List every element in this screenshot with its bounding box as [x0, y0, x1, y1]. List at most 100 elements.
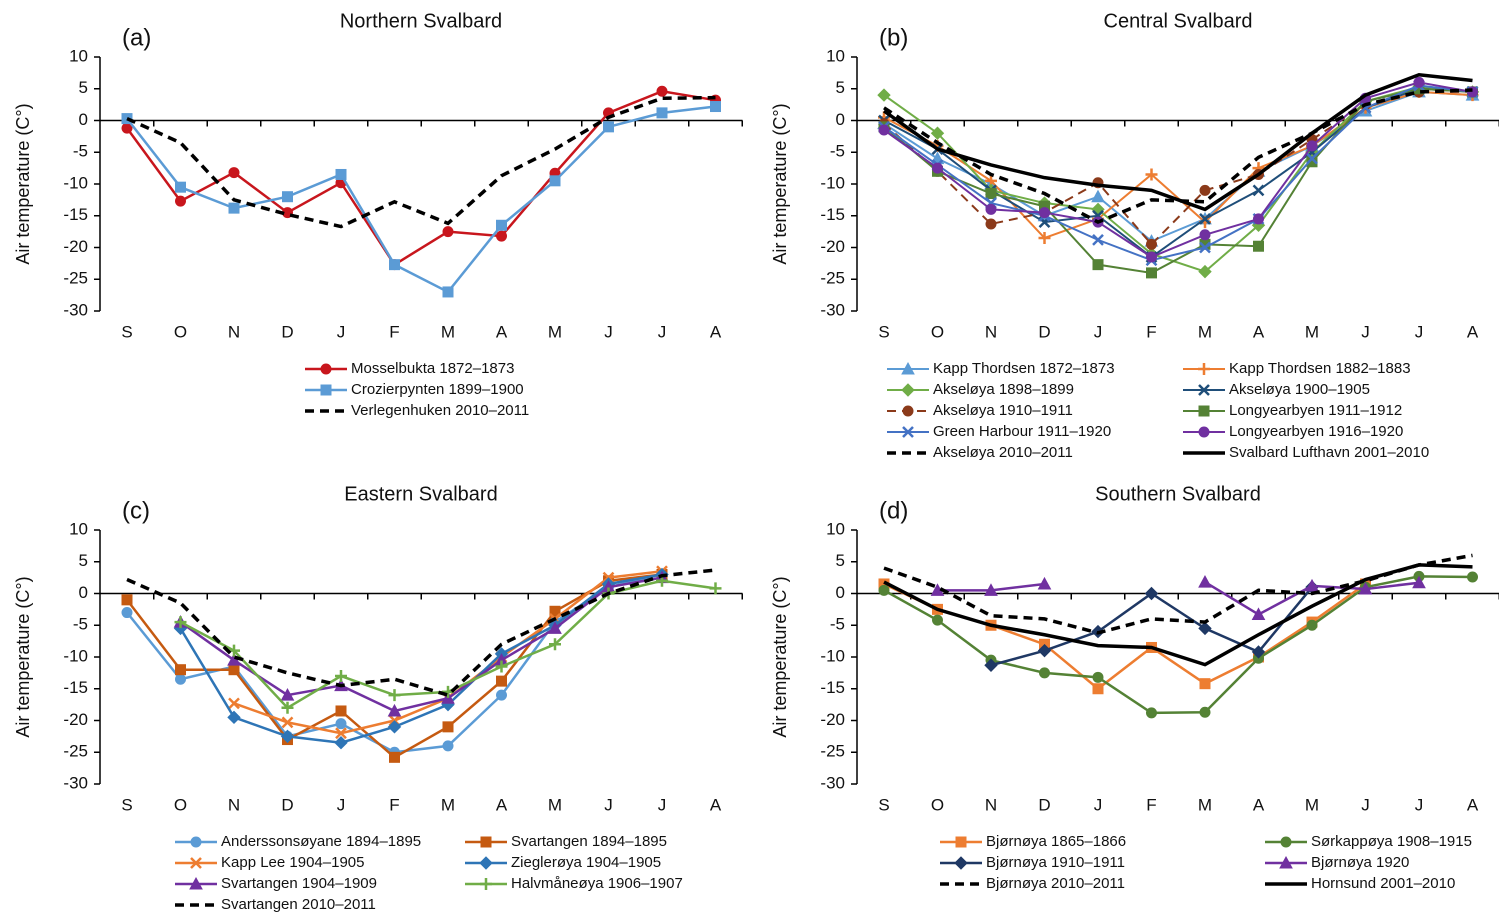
series-line [883, 563, 1473, 667]
x-tick-label: J [1361, 795, 1370, 814]
data-point [334, 736, 348, 750]
legend-label: Zieglerøya 1904–1905 [511, 854, 661, 871]
panel-label: (b) [879, 24, 908, 51]
legend-marker [901, 383, 915, 397]
y-tick-label: -20 [63, 710, 88, 729]
x-tick-label: M [1198, 322, 1212, 341]
data-point [281, 716, 294, 729]
x-tick-label: A [1253, 322, 1265, 341]
data-point [121, 594, 133, 606]
data-point [282, 191, 293, 203]
data-point [1251, 607, 1266, 620]
legend-label: Hornsund 2001–2010 [1311, 875, 1455, 892]
x-tick-label: J [1415, 322, 1424, 341]
x-tick-label: J [337, 795, 346, 814]
legend-label: Akseløya 1900–1905 [1229, 381, 1370, 398]
data-point [1358, 582, 1373, 595]
data-point [1146, 267, 1157, 279]
x-tick-label: A [1253, 795, 1265, 814]
data-point [442, 721, 454, 733]
data-point [387, 720, 402, 734]
data-point [548, 621, 562, 634]
legend-label: Svartangen 1904–1909 [221, 875, 377, 892]
x-tick-label: S [878, 795, 889, 814]
data-point [442, 286, 454, 298]
data-point [175, 195, 186, 207]
data-point [1092, 233, 1104, 246]
legend-marker [1279, 855, 1293, 869]
data-point [1251, 645, 1266, 659]
series-line [125, 89, 716, 267]
legend-label: Svartangen 2010–2011 [221, 896, 376, 913]
y-tick-label: -30 [63, 773, 88, 792]
data-point [932, 614, 943, 626]
data-point [1038, 231, 1051, 244]
series-line [126, 95, 716, 229]
x-tick-label: D [1038, 322, 1050, 341]
y-tick-label: 5 [836, 551, 845, 570]
y-tick-label: -10 [63, 173, 88, 192]
legend-label: Akseløya 1898–1899 [933, 381, 1074, 398]
series-line [883, 87, 1473, 274]
x-tick-label: O [931, 322, 944, 341]
series-line [883, 81, 1473, 259]
x-tick-label: S [878, 322, 889, 341]
data-point [985, 203, 997, 215]
data-point [984, 583, 998, 596]
legend-marker [1198, 405, 1210, 417]
x-tick-label: J [337, 322, 346, 341]
data-point [549, 605, 561, 617]
data-point [496, 230, 507, 242]
x-tick-label: M [548, 322, 562, 341]
data-point [281, 701, 294, 714]
x-tick-label: J [604, 322, 613, 341]
legend-marker [189, 876, 203, 890]
legend-marker [480, 878, 492, 890]
panel-label: (a) [122, 24, 151, 51]
series-line [882, 72, 1473, 212]
legend-marker [480, 836, 492, 848]
y-tick-label: 5 [836, 78, 845, 97]
x-tick-label: D [281, 322, 293, 341]
data-point [1092, 671, 1104, 683]
y-tick-label: -15 [820, 205, 845, 224]
legend-label: Mosselbukta 1872–1873 [351, 360, 514, 377]
y-tick-label: -25 [63, 269, 88, 288]
data-point [1305, 578, 1319, 592]
data-point [496, 689, 507, 701]
legend-marker [320, 363, 332, 375]
legend-label: Longyearbyen 1916–1920 [1229, 423, 1403, 440]
data-point [228, 202, 240, 214]
data-point [1198, 264, 1212, 279]
data-point [1413, 76, 1425, 88]
data-point [175, 181, 186, 193]
legend-marker [902, 405, 914, 417]
data-point [985, 218, 997, 230]
data-point [442, 685, 454, 698]
y-tick-label: -15 [63, 678, 88, 697]
data-point [335, 727, 347, 740]
data-point [1039, 207, 1050, 219]
legend-marker [1198, 426, 1210, 438]
data-point [280, 688, 295, 701]
series-line [883, 84, 1473, 262]
series-line [883, 575, 1473, 715]
x-tick-label: M [1305, 322, 1319, 341]
legend-marker [320, 384, 332, 396]
chart-title: Northern Svalbard [340, 10, 502, 32]
data-point [1146, 707, 1157, 719]
legend-marker [1198, 384, 1210, 396]
legend-label: Kapp Thordsen 1882–1883 [1229, 360, 1411, 377]
data-point [1198, 621, 1212, 636]
legend-label: Bjørnøya 1910–1911 [986, 854, 1125, 871]
x-tick-label: J [1094, 322, 1103, 341]
data-point [496, 219, 507, 231]
legend-marker [955, 836, 967, 848]
x-tick-label: O [174, 322, 187, 341]
legend-label: Svalbard Lufthavn 2001–2010 [1229, 444, 1429, 461]
x-tick-label: M [1198, 795, 1212, 814]
data-point [280, 729, 295, 744]
data-point [1199, 184, 1211, 196]
data-point [227, 710, 241, 725]
